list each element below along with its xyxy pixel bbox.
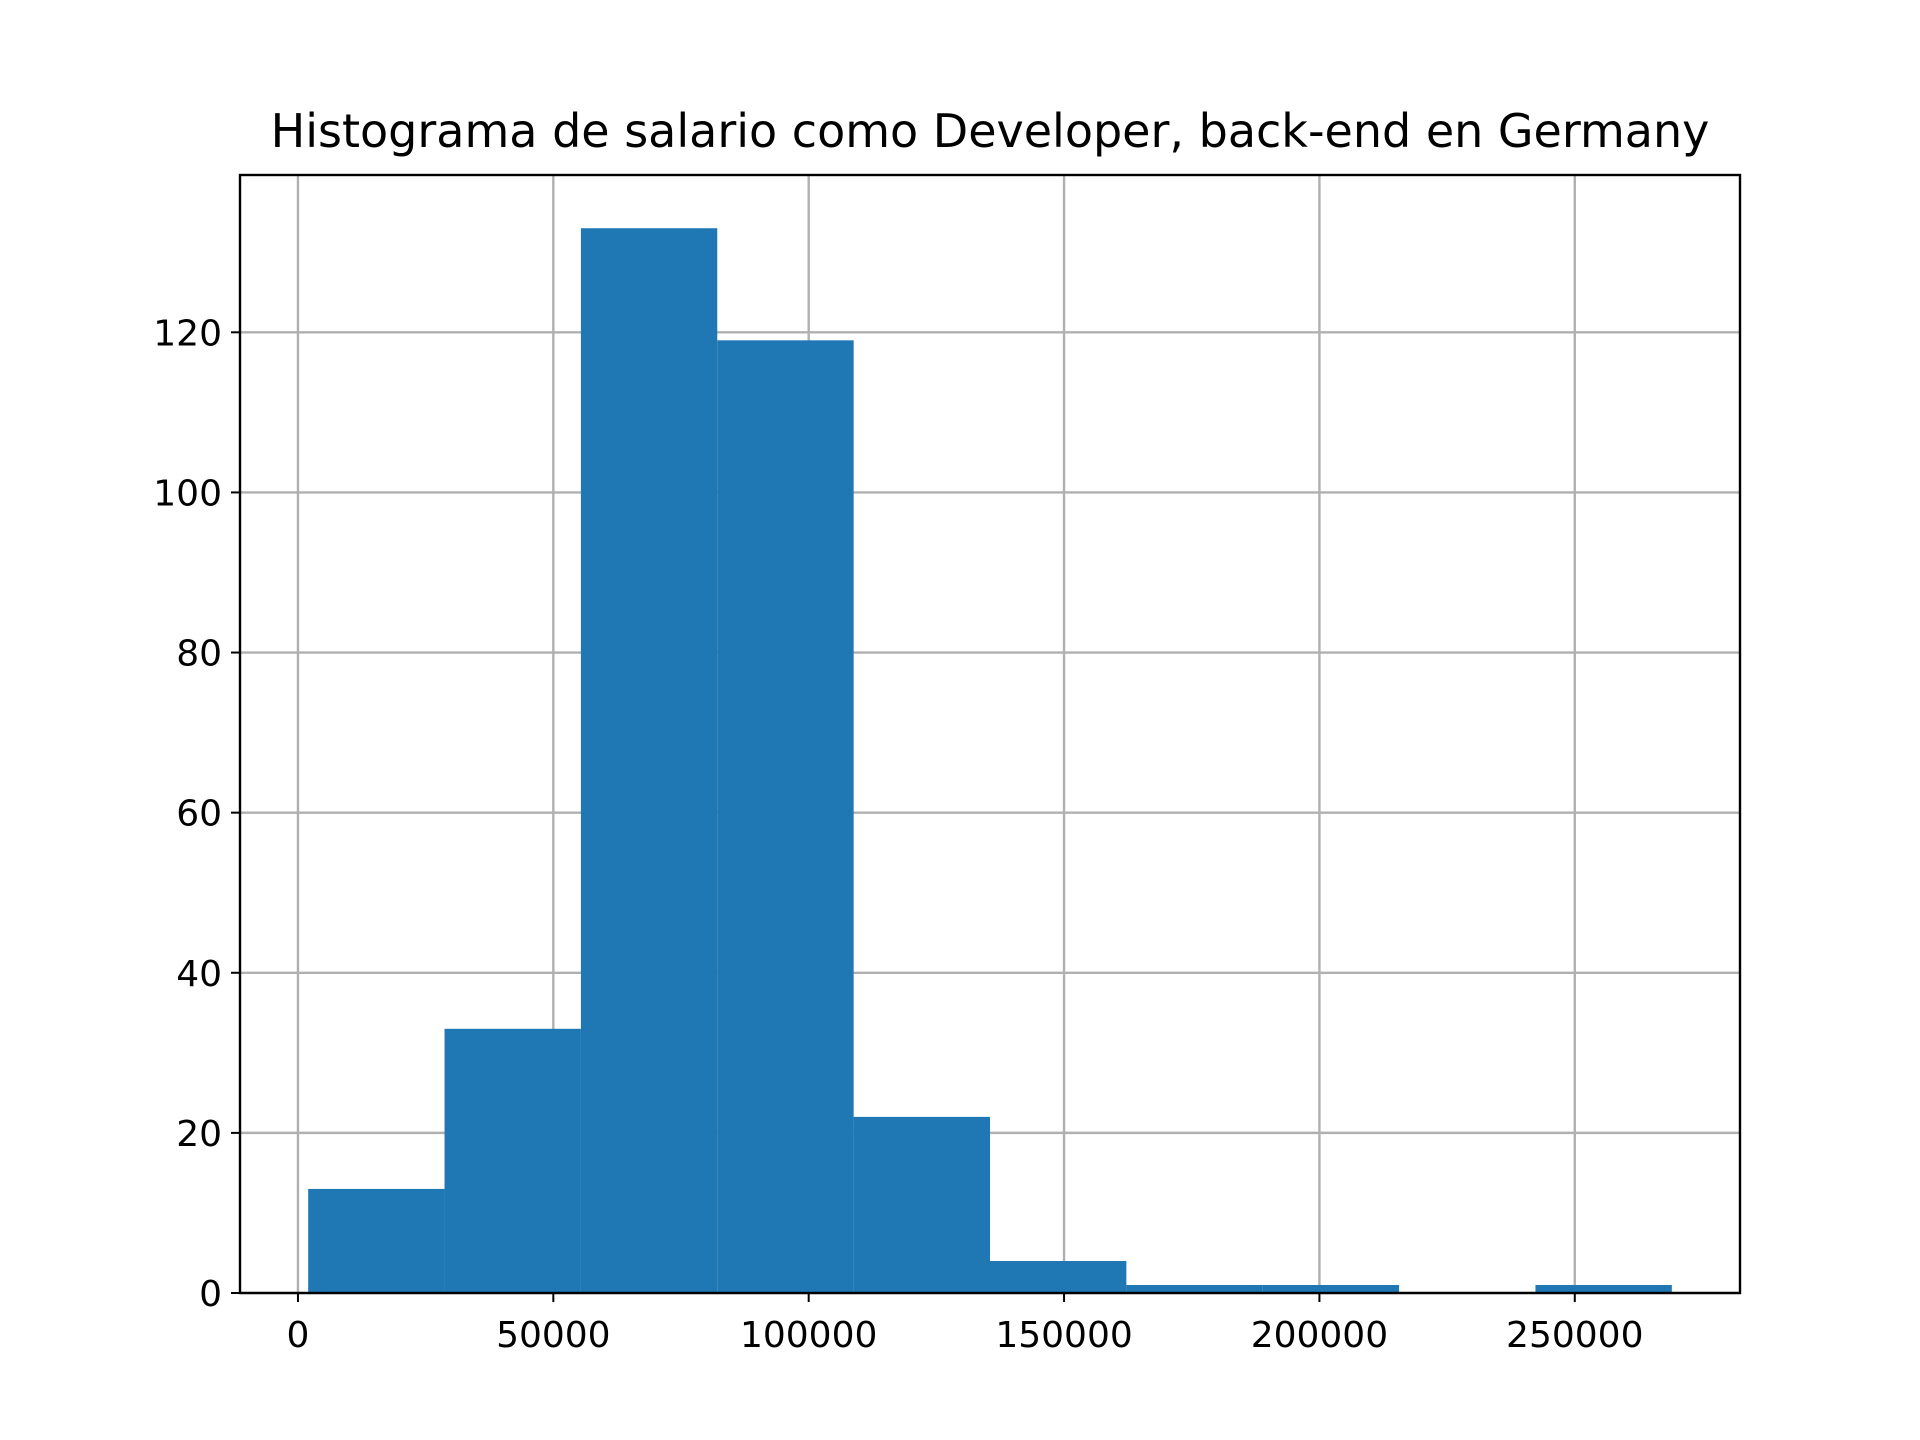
bars: [308, 228, 1672, 1294]
histogram-bar-7: [1262, 1284, 1400, 1293]
axis-ticks: 0 50000 100000 150000 200000 250000 0 20 40 60 80 1…: [153, 313, 1643, 1356]
histogram-bar-9: [1535, 1284, 1672, 1293]
histogram-bar-4: [853, 1116, 990, 1293]
histogram-bar-0: [308, 1188, 445, 1293]
histogram-bar-2: [580, 228, 718, 1294]
histogram-bar-1: [444, 1028, 581, 1293]
y-tick-label-4: 80: [176, 634, 222, 675]
x-tick-label-5: 250000: [1506, 1315, 1643, 1356]
x-tick-label-1: 50000: [496, 1315, 611, 1356]
x-tick-label-0: 0: [287, 1315, 310, 1356]
plot-frame: [238, 173, 1742, 1295]
histogram-bar-3: [717, 340, 854, 1293]
y-tick-label-0: 0: [199, 1274, 222, 1315]
y-tick-label-2: 40: [176, 954, 222, 995]
histogram-bar-5: [990, 1260, 1127, 1293]
y-tick-label-6: 120: [153, 313, 222, 354]
y-tick-label-5: 100: [153, 473, 222, 514]
chart-title: Histograma de salario como Developer, ba…: [271, 104, 1710, 158]
histogram-bar-6: [1126, 1284, 1263, 1293]
x-tick-label-4: 200000: [1251, 1315, 1388, 1356]
y-tick-label-3: 60: [176, 794, 222, 835]
x-tick-label-2: 100000: [740, 1315, 877, 1356]
y-tick-label-1: 20: [176, 1114, 222, 1155]
x-tick-label-3: 150000: [995, 1315, 1132, 1356]
